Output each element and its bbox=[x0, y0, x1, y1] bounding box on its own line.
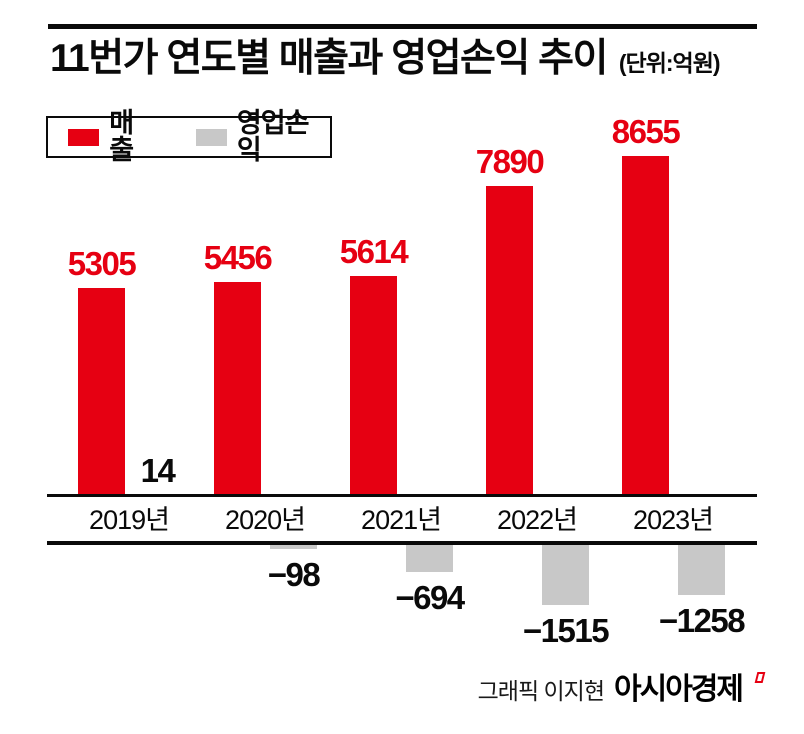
negative-axis-line bbox=[47, 541, 757, 545]
year-label-2021년: 2021년 bbox=[361, 505, 442, 535]
top-rule bbox=[48, 24, 757, 29]
header: 11번가 연도별 매출과 영업손익 추이 (단위:억원) bbox=[50, 37, 770, 81]
revenue-value-label: 5614 bbox=[339, 233, 409, 270]
revenue-value-label: 5305 bbox=[67, 245, 137, 282]
legend: 매출 영업손익 bbox=[46, 110, 332, 164]
legend-item-revenue: 매출 bbox=[68, 110, 156, 164]
revenue-bar-2023년 bbox=[622, 156, 669, 497]
brand-logo-icon bbox=[754, 672, 766, 683]
revenue-bar-2022년 bbox=[486, 186, 533, 497]
profit-value-label: −1258 bbox=[658, 602, 746, 639]
profit-swatch-icon bbox=[195, 128, 227, 146]
legend-item-profit: 영업손익 bbox=[195, 108, 330, 165]
loss-bar-2023년 bbox=[678, 545, 725, 595]
unit-note: (단위:억원) bbox=[618, 50, 721, 76]
loss-bar-2021년 bbox=[406, 545, 453, 572]
profit-value-label: −1515 bbox=[522, 612, 610, 649]
revenue-bar-2019년 bbox=[78, 288, 125, 497]
revenue-value-label: 7890 bbox=[475, 143, 545, 180]
revenue-value-label: 8655 bbox=[611, 113, 681, 150]
year-label-2023년: 2023년 bbox=[633, 505, 714, 535]
graphic-credit: 그래픽 이지현 bbox=[477, 678, 605, 704]
revenue-value-label: 5456 bbox=[203, 239, 273, 276]
legend-label-revenue: 매출 bbox=[109, 108, 134, 165]
revenue-bar-2020년 bbox=[214, 282, 261, 497]
revenue-swatch-icon bbox=[68, 128, 100, 146]
year-label-2020년: 2020년 bbox=[225, 505, 306, 535]
year-label-2022년: 2022년 bbox=[497, 505, 578, 535]
footer-credit: 그래픽 이지현 아시아경제 bbox=[477, 664, 766, 708]
loss-bar-2022년 bbox=[542, 545, 589, 605]
brand-wordmark: 아시아경제 bbox=[614, 673, 744, 706]
loss-bar-2020년 bbox=[270, 545, 317, 549]
legend-label-profit: 영업손익 bbox=[236, 108, 310, 165]
revenue-bar-2021년 bbox=[350, 276, 397, 497]
profit-value-label: −98 bbox=[267, 556, 321, 593]
profit-value-label: 14 bbox=[140, 452, 176, 489]
positive-axis-line bbox=[47, 494, 757, 497]
year-label-2019년: 2019년 bbox=[89, 505, 170, 535]
page-title: 11번가 연도별 매출과 영업손익 추이 bbox=[50, 37, 608, 80]
profit-value-label: −694 bbox=[395, 579, 465, 616]
